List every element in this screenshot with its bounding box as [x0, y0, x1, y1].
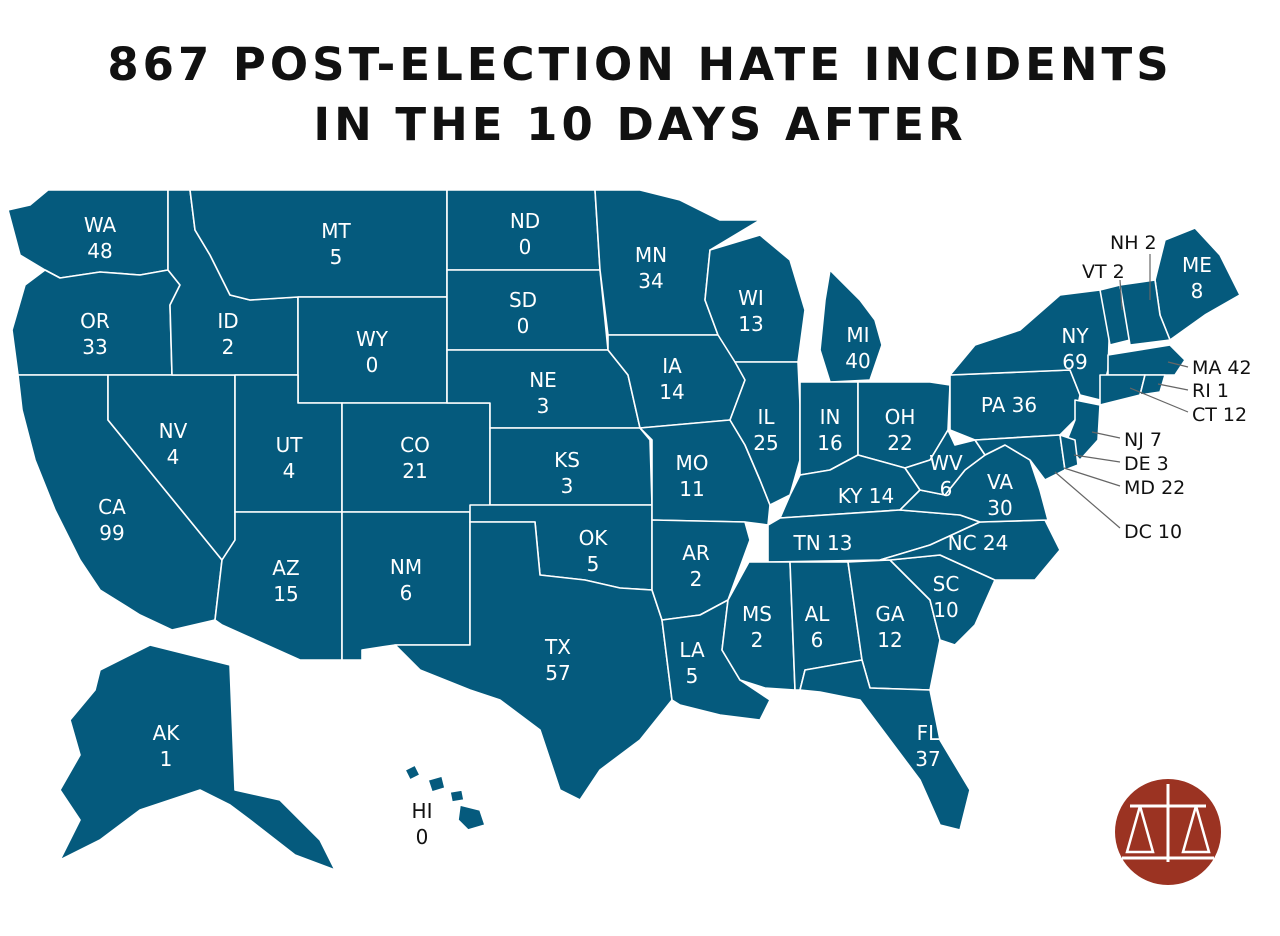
label-LA: LA 5 — [679, 638, 705, 688]
state-HI-island-3 — [449, 789, 465, 803]
leader-MD — [1063, 467, 1121, 487]
label-OR: OR 33 — [80, 309, 110, 359]
label-UT: UT 4 — [276, 433, 304, 483]
leader-VT — [1119, 279, 1123, 311]
title-line-2: IN THE 10 DAYS AFTER — [313, 98, 967, 151]
callout-NJ: NJ 7 — [1124, 429, 1162, 451]
callout-RI: RI 1 — [1192, 380, 1229, 402]
leader-RI — [1157, 383, 1189, 391]
label-HI: HI 0 — [412, 799, 433, 849]
label-AK: AK 1 — [153, 721, 181, 771]
callout-CT: CT 12 — [1192, 404, 1247, 426]
state-LA — [661, 599, 771, 721]
label-MT: MT 5 — [321, 219, 351, 269]
label-AZ: AZ 15 — [272, 556, 299, 606]
leader-CT — [1129, 387, 1189, 413]
callout-MA: MA 42 — [1192, 357, 1252, 379]
leader-DE — [1073, 454, 1121, 463]
state-RI — [1139, 374, 1166, 396]
label-NY: NY 69 — [1061, 324, 1089, 374]
label-WY: WY 0 — [356, 327, 389, 377]
label-ND: ND 0 — [510, 209, 540, 259]
state-FL — [799, 659, 971, 831]
label-IA: IA 14 — [659, 354, 684, 404]
label-NM: NM 6 — [390, 555, 422, 605]
label-NV: NV 4 — [159, 419, 188, 469]
label-TX: TX 57 — [544, 635, 571, 685]
label-SC: SC 10 — [933, 572, 960, 622]
label-FL: FL 37 — [915, 721, 940, 771]
label-IL: IL 25 — [753, 405, 778, 455]
label-IN: IN 16 — [817, 405, 842, 455]
state-CO — [341, 402, 491, 513]
label-VA: VA 30 — [987, 470, 1013, 520]
label-AL: AL 6 — [805, 602, 831, 652]
label-WV: WV 6 — [929, 451, 963, 501]
scales-of-justice-logo — [1115, 779, 1221, 885]
state-TX — [394, 521, 673, 801]
state-CT — [1099, 374, 1146, 406]
label-MS: MS 2 — [742, 602, 772, 652]
label-SD: SD 0 — [509, 288, 537, 338]
label-GA: GA 12 — [875, 602, 904, 652]
leader-DC — [1054, 471, 1121, 529]
label-MI: MI 40 — [845, 323, 870, 373]
leader-NJ — [1091, 431, 1121, 439]
state-NC — [879, 519, 1061, 581]
callout-DC: DC 10 — [1124, 521, 1182, 543]
state-HI-island-1 — [404, 764, 421, 781]
label-ID: ID 2 — [217, 309, 238, 359]
label-MO: MO 11 — [676, 451, 709, 501]
callout-DE: DE 3 — [1124, 453, 1169, 475]
label-NC: NC 24 — [948, 531, 1009, 555]
callout-MD: MD 22 — [1124, 477, 1185, 499]
label-KY: KY 14 — [838, 484, 894, 508]
callout-VT: VT 2 — [1082, 261, 1125, 283]
leader-MA — [1167, 361, 1189, 368]
label-MN: MN 34 — [635, 243, 667, 293]
label-OH: OH 22 — [885, 405, 916, 455]
label-NE: NE 3 — [529, 368, 557, 418]
label-PA: PA 36 — [981, 393, 1037, 417]
state-KS — [489, 427, 653, 506]
state-DE — [1059, 434, 1079, 471]
state-MT — [189, 189, 448, 301]
label-KS: KS 3 — [554, 448, 580, 498]
callout-NH: NH 2 — [1110, 232, 1157, 254]
state-NH — [1119, 279, 1171, 346]
label-AR: AR 2 — [682, 541, 710, 591]
state-AK — [59, 644, 336, 871]
label-CA: CA 99 — [98, 495, 126, 545]
label-ME: ME 8 — [1182, 253, 1212, 303]
label-WA: WA 48 — [84, 213, 117, 263]
state-HI-island-4 — [457, 804, 486, 831]
label-WI: WI 13 — [738, 286, 764, 336]
label-OK: OK 5 — [579, 526, 609, 576]
title-line-1: 867 POST-ELECTION HATE INCIDENTS — [107, 38, 1173, 91]
label-CO: CO 21 — [400, 433, 430, 483]
state-MA — [1107, 344, 1186, 376]
state-MI — [819, 269, 883, 383]
state-HI-island-2 — [427, 775, 446, 793]
label-TN: TN 13 — [793, 531, 853, 555]
